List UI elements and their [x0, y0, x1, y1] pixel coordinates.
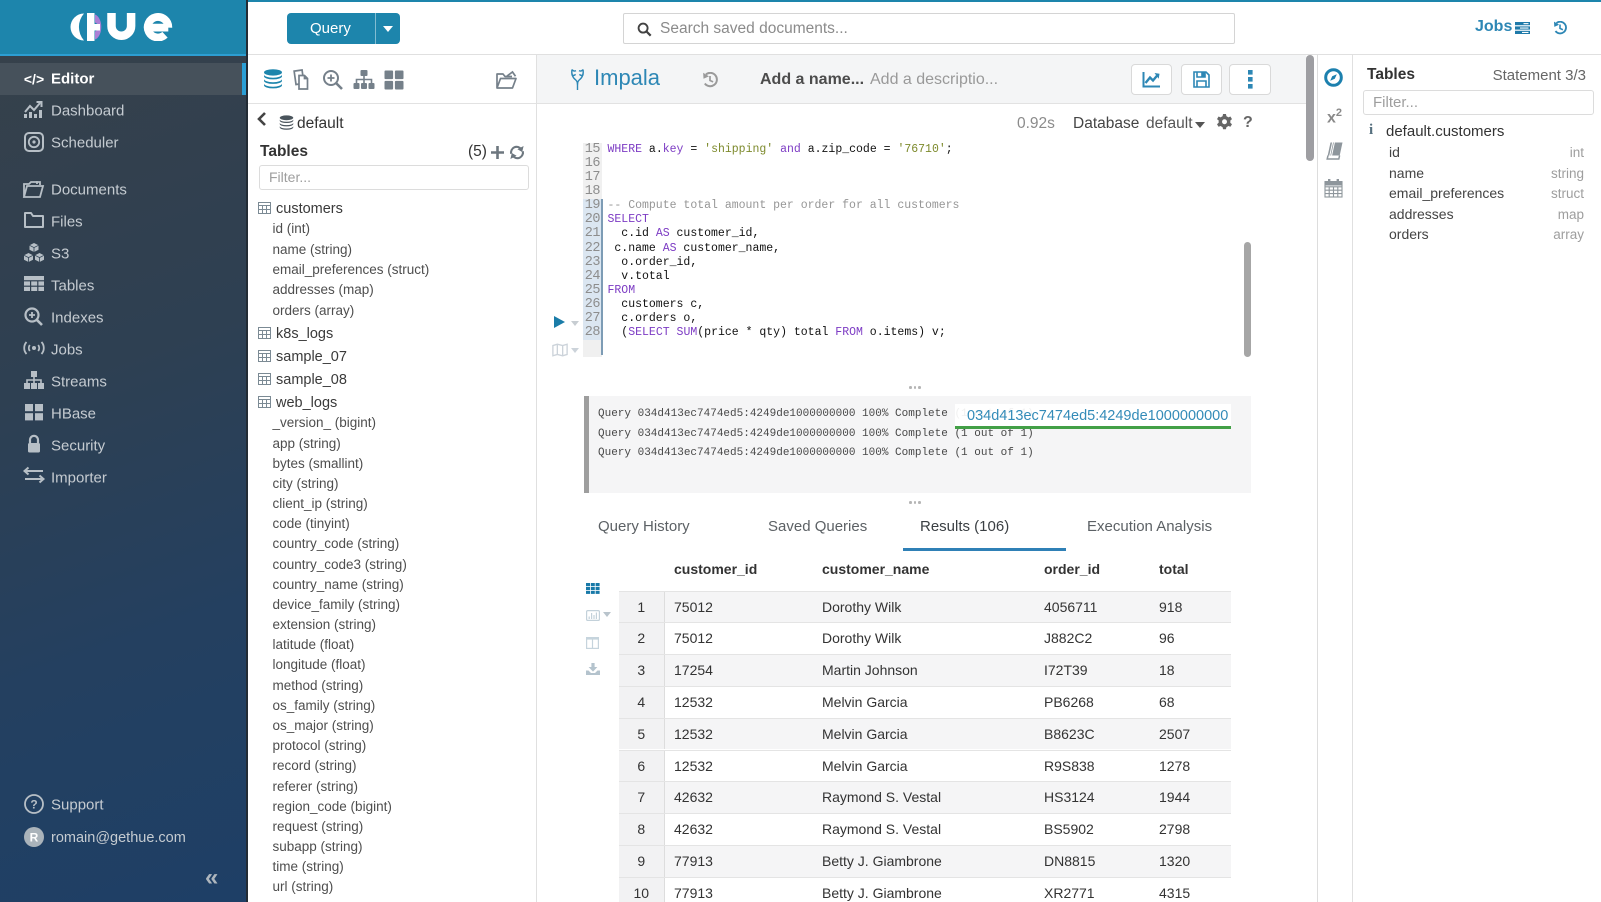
- svg-text:R: R: [30, 831, 39, 845]
- svg-text:?: ?: [30, 798, 37, 812]
